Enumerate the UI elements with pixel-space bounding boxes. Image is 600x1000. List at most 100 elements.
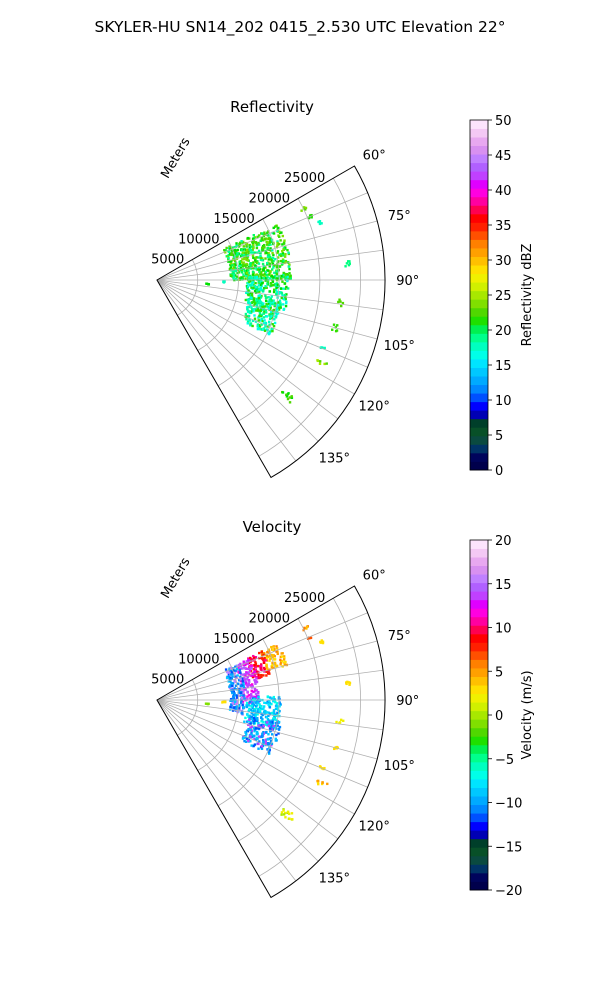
echo-pixel	[232, 267, 235, 270]
echo-pixel	[258, 298, 262, 302]
echo-pixel	[239, 679, 243, 683]
echo-pixel	[275, 650, 278, 653]
echo-pixel	[282, 307, 286, 311]
echo-pixel	[256, 235, 259, 239]
echo-pixel	[258, 270, 261, 273]
echo-pixel	[245, 274, 248, 278]
range-axis-label: Meters	[158, 555, 193, 601]
echo-pixel	[248, 237, 251, 240]
echo-pixel	[279, 655, 283, 659]
echo-pixel	[249, 667, 252, 671]
colorbar-segment	[470, 290, 488, 300]
echo-pixel	[230, 262, 233, 266]
echo-pixel	[267, 320, 271, 324]
echo-pixel	[275, 645, 278, 648]
echo-pixel	[258, 724, 262, 728]
echo-pixel	[233, 262, 236, 266]
echo-pixel	[278, 230, 281, 233]
echo-pixel	[323, 362, 326, 366]
echo-cluster	[204, 702, 210, 706]
colorbar-segment	[470, 418, 488, 428]
echo-pixel	[234, 262, 238, 265]
echo-pixel	[244, 740, 248, 743]
echo-pixel	[276, 283, 280, 286]
echo-pixel	[276, 277, 280, 280]
echo-pixel	[282, 661, 286, 664]
echo-pixel	[267, 305, 270, 309]
echo-pixel	[247, 278, 251, 281]
colorbar-segment	[470, 719, 488, 729]
colorbar-segment	[470, 427, 488, 437]
echo-pixel	[257, 234, 261, 237]
echo-pixel	[260, 314, 263, 318]
echo-pixel	[232, 690, 236, 693]
echo-pixel	[228, 268, 232, 271]
echo-pixel	[287, 277, 291, 280]
echo-pixel	[268, 253, 271, 257]
echo-pixel	[275, 739, 278, 742]
echo-pixel	[278, 705, 281, 708]
echo-pixel	[246, 310, 250, 313]
echo-pixel	[250, 689, 253, 693]
echo-pixel	[232, 273, 236, 276]
echo-pixel	[247, 289, 250, 292]
echo-pixel	[270, 697, 273, 700]
echo-pixel	[291, 818, 294, 821]
echo-pixel	[275, 702, 279, 705]
echo-pixel	[259, 254, 262, 258]
echo-pixel	[274, 316, 278, 319]
sector-frame	[156, 585, 386, 899]
echo-pixel	[263, 701, 266, 704]
echo-pixel	[243, 673, 247, 676]
echo-pixel	[325, 362, 328, 365]
colorbar-segment	[470, 222, 488, 232]
echo-pixel	[264, 731, 268, 734]
echo-pixel	[247, 249, 250, 253]
echo-pixel	[254, 714, 257, 717]
colorbar-segment	[470, 299, 488, 309]
echo-pixel	[259, 239, 262, 242]
echo-pixel	[259, 668, 263, 671]
echo-pixel	[270, 719, 273, 722]
echo-pixel	[269, 739, 273, 743]
echo-pixel	[302, 206, 306, 209]
echo-pixel	[246, 291, 249, 295]
echo-pixel	[246, 695, 249, 698]
echo-pixel	[250, 293, 254, 297]
echo-pixel	[256, 251, 259, 254]
echo-pixel	[235, 701, 239, 705]
echo-pixel	[279, 302, 282, 306]
echo-pixel	[248, 248, 251, 251]
echo-pixel	[264, 277, 268, 281]
echo-pixel	[230, 703, 233, 706]
echo-pixel	[253, 289, 257, 293]
echo-pixel	[279, 287, 283, 290]
echo-pixel	[257, 262, 261, 265]
echo-pixel	[243, 680, 246, 683]
echo-pixel	[283, 656, 286, 660]
echo-pixel	[278, 709, 281, 713]
echo-pixel	[261, 305, 264, 309]
echo-pixel	[310, 215, 313, 219]
echo-pixel	[254, 738, 258, 741]
colorbar-segment	[470, 145, 488, 155]
echo-pixel	[251, 319, 255, 323]
echo-pixel	[265, 304, 268, 308]
echo-pixel	[264, 723, 267, 726]
echo-pixel	[276, 251, 279, 255]
echo-pixel	[265, 303, 269, 307]
panel-title: Reflectivity	[230, 98, 314, 116]
echo-pixel	[276, 652, 279, 656]
echo-pixel	[245, 672, 248, 675]
echo-pixel	[255, 243, 258, 246]
echo-pixel	[233, 692, 236, 695]
colorbar-segment	[470, 702, 488, 712]
echo-pixel	[243, 252, 246, 255]
echo-pixel	[256, 307, 260, 310]
colorbar-segment	[470, 599, 488, 609]
echo-pixel	[263, 305, 266, 308]
echo-pixel	[249, 666, 252, 669]
echo-pixel	[239, 678, 242, 681]
azimuth-spoke	[156, 279, 339, 420]
echo-pixel	[261, 273, 265, 277]
